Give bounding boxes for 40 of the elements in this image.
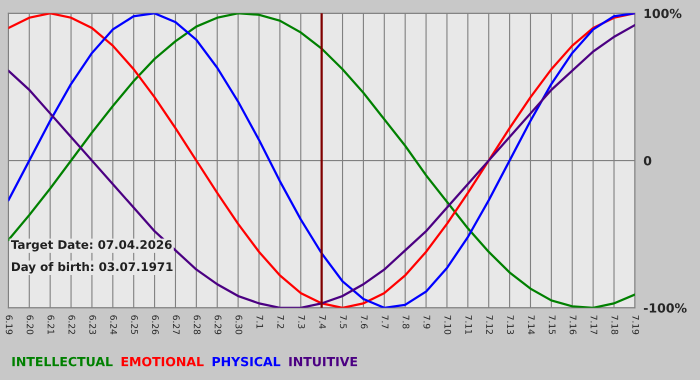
text: INTUITIVE	[289, 357, 358, 366]
x-tick-label: 7.12	[486, 315, 493, 334]
x-tick-label: 6.27	[172, 315, 180, 334]
x-tick-label: 6.20	[26, 315, 34, 334]
x-tick-label: 7.9	[423, 315, 430, 328]
x-tick-label: 6.23	[89, 315, 96, 334]
x-tick-label: 6.22	[68, 315, 76, 334]
x-tick-label: 7.4	[319, 315, 326, 329]
x-tick-label: 6.29	[214, 315, 222, 334]
x-tick-label: 6.24	[110, 315, 118, 334]
x-tick-label: 6.30	[235, 315, 242, 334]
x-tick-label: 7.3	[298, 315, 305, 328]
text: EMOTIONAL	[122, 356, 204, 366]
x-tick-label: 7.10	[444, 315, 452, 334]
x-tick-label: 7.16	[570, 315, 576, 334]
x-tick-label: 7.19	[632, 315, 640, 334]
x-tick-label: 6.25	[131, 315, 138, 334]
x-tick-label: 6.26	[152, 315, 159, 334]
annotation: Day of birth: 03.07.1971	[12, 262, 173, 274]
x-tick-label: 7.7	[382, 315, 388, 328]
x-tick-label: 7.18	[611, 315, 618, 334]
x-tick-label: 7.1	[256, 315, 264, 328]
x-tick-label: 7.2	[277, 315, 284, 328]
x-tick-label: 6.21	[48, 315, 54, 334]
x-tick-label: 7.6	[360, 315, 368, 329]
x-tick-label: 7.5	[340, 315, 347, 328]
x-tick-label: 7.15	[548, 315, 556, 334]
text: PHYSICAL	[212, 356, 280, 366]
x-tick-label: 7.14	[528, 315, 535, 334]
x-tick-label: 6.19	[6, 315, 13, 334]
y-tick-label: -100%	[644, 303, 687, 313]
x-tick-label: 7.11	[465, 315, 472, 334]
y-tick-label: 0	[644, 156, 652, 166]
annotation: Target Date: 07.04.2026	[10, 240, 172, 252]
x-tick-label: 7.13	[506, 315, 514, 334]
x-tick-label: 7.8	[402, 315, 410, 328]
x-tick-label: 6.28	[194, 315, 201, 334]
text: INTELLECTUAL	[12, 356, 113, 366]
y-tick-label: 100%	[644, 8, 682, 18]
x-tick-label: 7.17	[590, 315, 598, 334]
